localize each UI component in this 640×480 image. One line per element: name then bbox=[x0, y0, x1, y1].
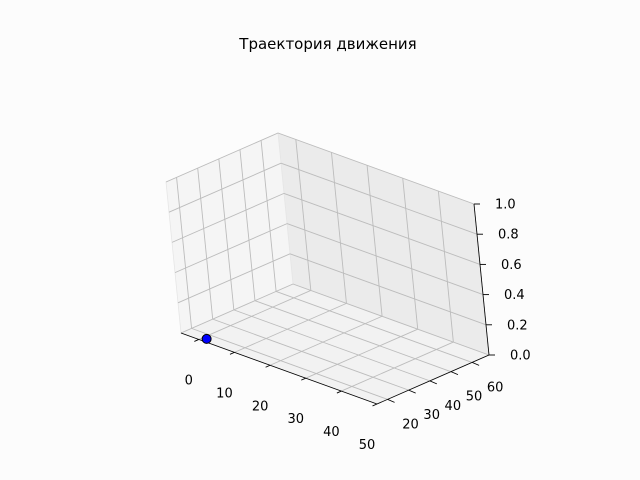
x-tick-mark bbox=[229, 351, 235, 355]
y-tick-label: 20 bbox=[402, 417, 419, 432]
grid-line-z bbox=[286, 223, 484, 296]
y-tick-mark bbox=[387, 398, 395, 403]
y-tick-mark bbox=[429, 380, 438, 385]
axis-panes bbox=[165, 132, 491, 405]
grid-line-z bbox=[177, 253, 291, 304]
grid-line-x bbox=[234, 302, 347, 353]
grid-line-x bbox=[366, 165, 383, 317]
y-tick-mark bbox=[471, 361, 480, 366]
grid-line-z bbox=[283, 192, 481, 265]
grid-line-y bbox=[233, 309, 430, 382]
tick-labels: 0 10 20 30 40 50 20 30 40 50 60 0.0 0.2 0.4 0.6 0.8 1.0 bbox=[185, 198, 531, 454]
grid-line-z bbox=[277, 132, 475, 205]
grid-line-y bbox=[275, 290, 473, 363]
grid-line-x bbox=[295, 139, 312, 291]
y-tick-mark bbox=[408, 389, 416, 394]
grid-line-x bbox=[437, 191, 454, 343]
x-tick-label: 20 bbox=[252, 399, 269, 414]
y-tick-label: 60 bbox=[487, 380, 504, 395]
y-axis-line bbox=[376, 354, 490, 405]
x-tick-mark bbox=[336, 390, 342, 394]
grid-line-y bbox=[212, 318, 409, 391]
z-tick-label: 0.2 bbox=[507, 318, 528, 333]
x-tick-label: 40 bbox=[323, 425, 340, 440]
grid-line-z bbox=[280, 162, 478, 235]
grid-line-y bbox=[191, 327, 388, 400]
axis-lines bbox=[180, 203, 490, 405]
grid-line-x bbox=[198, 290, 311, 340]
grid-line-z bbox=[168, 162, 282, 213]
grid-line-y bbox=[239, 149, 256, 301]
x-axis-line bbox=[180, 332, 378, 405]
grid-line-z bbox=[174, 223, 288, 274]
grid-line-x bbox=[269, 315, 383, 366]
grid-line-x bbox=[402, 178, 419, 330]
grid-line-z bbox=[180, 283, 294, 334]
tick-marks bbox=[194, 203, 495, 407]
z-tick-label: 0.8 bbox=[498, 228, 519, 243]
z-tick-label: 0.0 bbox=[510, 349, 531, 364]
x-tick-label: 0 bbox=[185, 373, 193, 388]
grid-lines bbox=[165, 132, 490, 405]
grid-line-y bbox=[176, 177, 193, 329]
x-tick-mark bbox=[265, 364, 271, 368]
grid-line-y bbox=[197, 168, 214, 320]
data-point bbox=[201, 333, 212, 344]
grid-line-z bbox=[165, 132, 279, 183]
z-tick-label: 1.0 bbox=[495, 198, 516, 213]
chart-title: Траектория движения bbox=[238, 35, 416, 53]
y-tick-label: 50 bbox=[466, 390, 483, 405]
x-tick-label: 50 bbox=[359, 438, 376, 453]
grid-line-y bbox=[254, 300, 452, 373]
grid-line-x bbox=[305, 328, 418, 379]
x-tick-mark bbox=[372, 403, 378, 407]
x-tick-mark bbox=[194, 339, 199, 342]
z-tick-label: 0.6 bbox=[501, 258, 522, 273]
grid-line-x bbox=[341, 341, 454, 392]
z-tick-label: 0.4 bbox=[504, 288, 525, 303]
y-tick-label: 30 bbox=[423, 408, 440, 423]
x-tick-label: 10 bbox=[216, 386, 233, 401]
y-tick-label: 40 bbox=[445, 399, 462, 414]
grid-line-z bbox=[292, 283, 490, 356]
grid-line-x bbox=[331, 152, 347, 304]
grid-line-y bbox=[218, 158, 235, 310]
grid-line-y bbox=[260, 140, 277, 292]
data-points bbox=[201, 333, 212, 344]
z-axis-line bbox=[473, 203, 490, 356]
y-tick-mark bbox=[450, 371, 459, 376]
x-tick-label: 30 bbox=[287, 412, 304, 427]
grid-line-z bbox=[171, 192, 285, 243]
grid-line-z bbox=[289, 253, 487, 326]
x-tick-mark bbox=[301, 377, 306, 381]
